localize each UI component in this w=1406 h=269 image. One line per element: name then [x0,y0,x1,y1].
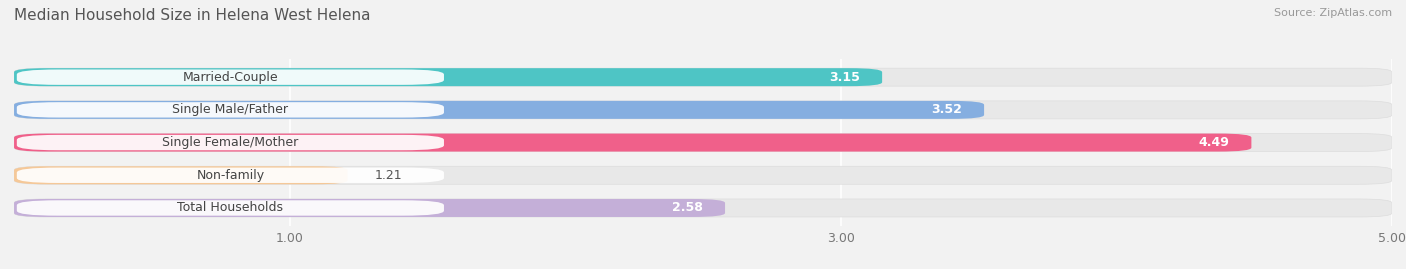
Text: Single Female/Mother: Single Female/Mother [162,136,298,149]
FancyBboxPatch shape [14,134,1251,151]
FancyBboxPatch shape [14,199,725,217]
Text: Non-family: Non-family [197,169,264,182]
Text: Single Male/Father: Single Male/Father [173,103,288,116]
Text: Source: ZipAtlas.com: Source: ZipAtlas.com [1274,8,1392,18]
FancyBboxPatch shape [17,168,444,183]
FancyBboxPatch shape [14,101,1392,119]
FancyBboxPatch shape [17,102,444,118]
FancyBboxPatch shape [14,166,1392,184]
Text: Married-Couple: Married-Couple [183,71,278,84]
FancyBboxPatch shape [14,68,1392,86]
Text: 4.49: 4.49 [1198,136,1229,149]
Text: 1.21: 1.21 [375,169,402,182]
FancyBboxPatch shape [17,69,444,85]
FancyBboxPatch shape [14,134,1392,151]
Text: 3.52: 3.52 [931,103,962,116]
Text: 3.15: 3.15 [830,71,860,84]
FancyBboxPatch shape [14,101,984,119]
Text: Total Households: Total Households [177,201,284,214]
FancyBboxPatch shape [14,166,347,184]
Text: Median Household Size in Helena West Helena: Median Household Size in Helena West Hel… [14,8,371,23]
FancyBboxPatch shape [14,199,1392,217]
FancyBboxPatch shape [17,200,444,216]
FancyBboxPatch shape [14,68,882,86]
Text: 2.58: 2.58 [672,201,703,214]
FancyBboxPatch shape [17,135,444,150]
